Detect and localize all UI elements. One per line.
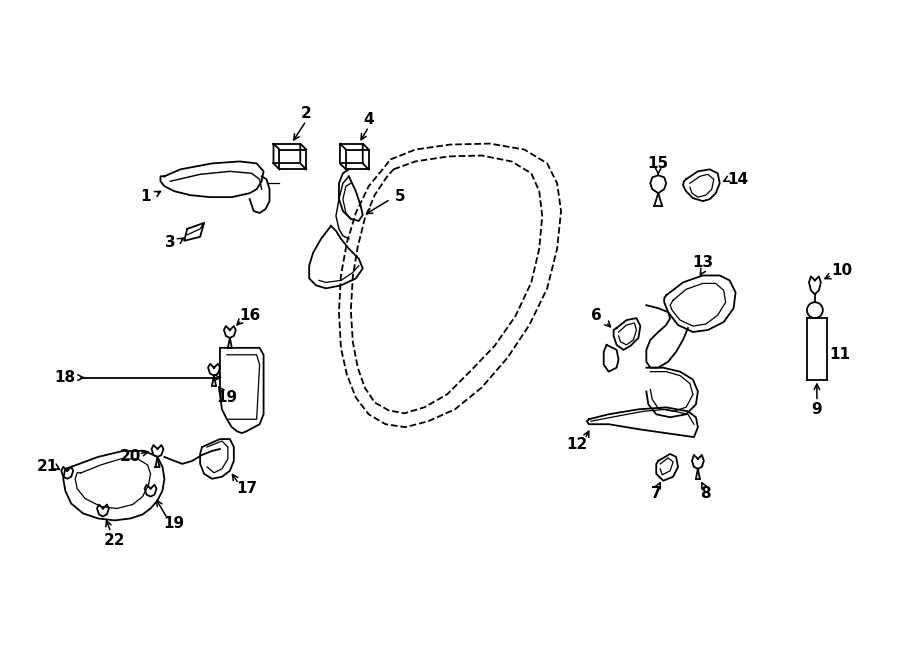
Text: 10: 10	[831, 263, 852, 278]
Text: 12: 12	[566, 436, 588, 451]
Text: 3: 3	[165, 235, 176, 251]
Text: 11: 11	[829, 347, 850, 362]
Text: 9: 9	[812, 402, 823, 417]
Text: 17: 17	[236, 481, 257, 496]
Text: 19: 19	[216, 390, 238, 405]
Text: 22: 22	[104, 533, 126, 548]
Text: 8: 8	[700, 486, 711, 501]
Text: 21: 21	[37, 459, 58, 475]
Text: 16: 16	[239, 307, 260, 323]
Text: 20: 20	[120, 449, 141, 465]
Text: 5: 5	[395, 188, 406, 204]
Text: 1: 1	[140, 188, 151, 204]
Text: 13: 13	[692, 255, 714, 270]
Text: 14: 14	[727, 172, 748, 187]
Text: 7: 7	[651, 486, 661, 501]
Text: 15: 15	[648, 156, 669, 171]
Text: 18: 18	[55, 370, 76, 385]
Text: 2: 2	[301, 106, 311, 122]
Text: 6: 6	[591, 307, 602, 323]
Text: 19: 19	[164, 516, 184, 531]
Text: 4: 4	[364, 112, 374, 128]
